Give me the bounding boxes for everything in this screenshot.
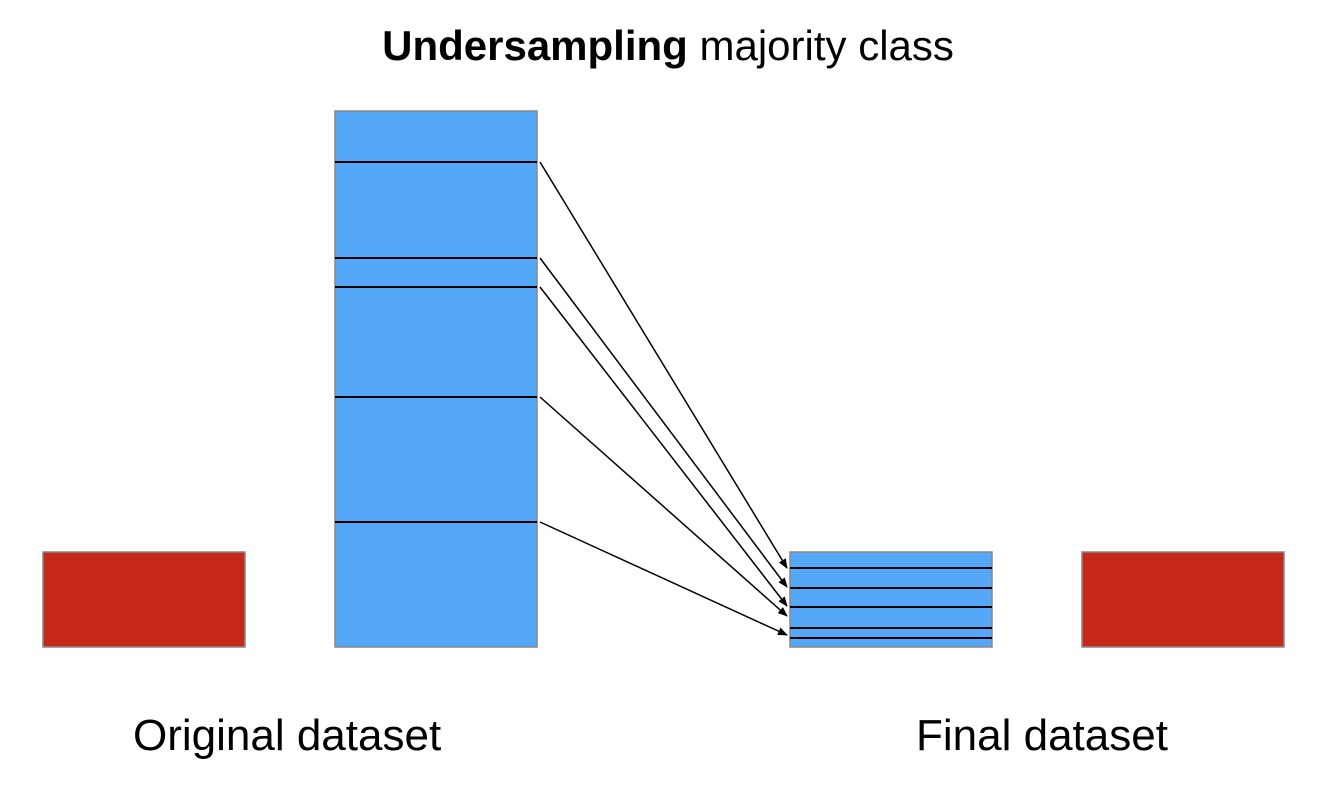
final-sample-dividers: [790, 567, 992, 639]
sampling-arrow-1: [539, 161, 788, 569]
title-bold-part: Undersampling: [382, 22, 688, 69]
sampling-arrow-3: [539, 286, 788, 607]
sampling-arrow-5: [539, 521, 788, 636]
final-minority-block: [1081, 551, 1285, 648]
original-sample-dividers: [335, 161, 537, 523]
diagram-title: Undersampling majority class: [0, 18, 1336, 74]
sampling-arrows: [539, 161, 788, 636]
final-dataset-label: Final dataset: [916, 711, 1168, 760]
title-regular-part: majority class: [699, 22, 954, 69]
original-majority-block: [334, 110, 538, 648]
sampling-arrow-2: [539, 257, 788, 588]
original-dataset-label: Original dataset: [133, 711, 442, 760]
original-minority-block: [42, 551, 246, 648]
final-majority-block: [789, 551, 993, 648]
sampling-arrow-4: [539, 396, 788, 617]
